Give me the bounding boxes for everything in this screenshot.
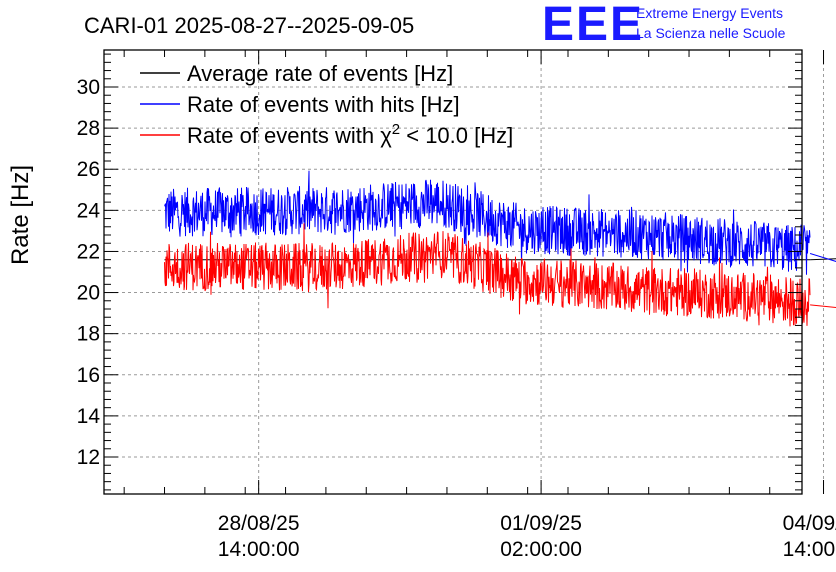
y-tick-label: 24 bbox=[77, 199, 101, 222]
legend: Average rate of events [Hz] Rate of event… bbox=[140, 61, 513, 148]
axes: 12 14 16 18 20 22 24 26 28 30 28/08/25 14:00:00 01/0… bbox=[77, 50, 836, 561]
y-tick-label: 22 bbox=[77, 240, 100, 263]
legend-label-suffix: < 10.0 [Hz] bbox=[400, 123, 513, 148]
y-tick-label: 28 bbox=[77, 117, 100, 140]
logo-line1: Extreme Energy Events bbox=[636, 5, 783, 21]
x-tick-date: 01/09/25 bbox=[500, 512, 582, 535]
y-tick-label: 12 bbox=[77, 446, 100, 469]
y-tick-label: 30 bbox=[77, 76, 100, 99]
legend-label-1: Rate of events with hits [Hz] bbox=[187, 92, 460, 117]
y-tick-label: 20 bbox=[77, 282, 100, 305]
y-tick-label: 16 bbox=[77, 364, 100, 387]
x-tick-time: 14:00:00 bbox=[218, 538, 300, 561]
eee-logo: EEE Extreme Energy Events La Scienza nel… bbox=[542, 0, 786, 51]
series-line-0 bbox=[810, 258, 836, 261]
legend-superscript: 2 bbox=[392, 121, 400, 138]
logo-line2: La Scienza nelle Scuole bbox=[636, 25, 786, 41]
logo-letters: EEE bbox=[542, 0, 644, 51]
data-series bbox=[164, 170, 836, 327]
series-2 bbox=[164, 223, 836, 327]
legend-label-2: Rate of events with χ2 < 10.0 [Hz] bbox=[187, 121, 513, 148]
series-line-1 bbox=[164, 170, 811, 275]
legend-label-prefix: Rate of events with bbox=[187, 123, 380, 148]
legend-label-0: Average rate of events [Hz] bbox=[187, 61, 453, 86]
x-tick-time: 02:00:00 bbox=[500, 538, 582, 561]
x-tick-date: 04/09/25 bbox=[783, 512, 836, 535]
x-tick-date: 28/08/25 bbox=[218, 512, 300, 535]
legend-chi-symbol: χ bbox=[380, 123, 392, 148]
series-line-2 bbox=[164, 223, 811, 327]
y-axis-label: Rate [Hz] bbox=[7, 165, 34, 265]
series-line-2 bbox=[810, 304, 836, 309]
x-tick-time: 14:00:00 bbox=[783, 538, 836, 561]
y-tick-label: 26 bbox=[77, 158, 100, 181]
series-1 bbox=[164, 170, 836, 275]
y-tick-label: 18 bbox=[77, 323, 100, 346]
chart-title: CARI-01 2025-08-27--2025-09-05 bbox=[84, 13, 414, 38]
series-line-1 bbox=[809, 253, 836, 262]
plot-frame bbox=[103, 49, 803, 495]
y-tick-label: 14 bbox=[77, 405, 101, 428]
